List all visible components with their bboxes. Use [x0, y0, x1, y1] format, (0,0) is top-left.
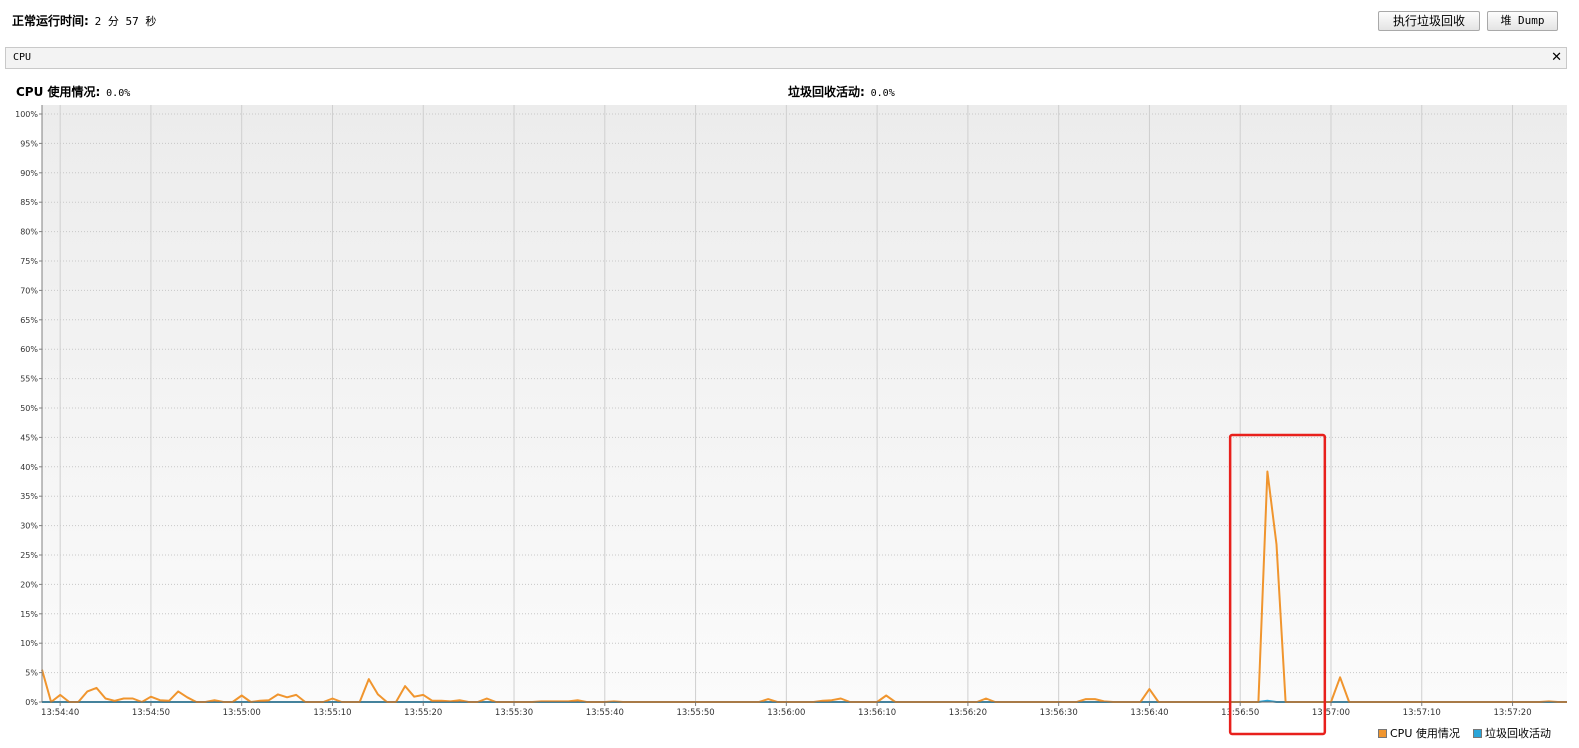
x-tick-label: 13:56:00 — [767, 708, 805, 718]
y-tick-label: 35% — [20, 492, 38, 501]
legend-cpu-swatch — [1378, 729, 1387, 738]
legend-gc-label: 垃圾回收活动 — [1485, 727, 1551, 740]
legend-gc: 垃圾回收活动 — [1473, 725, 1551, 741]
perform-gc-button[interactable]: 执行垃圾回收 — [1378, 11, 1480, 31]
y-tick-label: 15% — [20, 610, 38, 619]
y-tick-label: 100% — [15, 110, 38, 119]
cpu-panel-title: CPU — [13, 52, 32, 63]
y-tick-label: 70% — [20, 286, 38, 295]
y-tick-label: 90% — [20, 169, 38, 178]
x-tick-label: 13:55:30 — [495, 708, 533, 718]
y-tick-label: 5% — [25, 669, 38, 678]
x-tick-label: 13:56:50 — [1221, 708, 1259, 718]
y-tick-label: 20% — [20, 580, 38, 589]
close-icon[interactable]: ✕ — [1551, 50, 1562, 65]
x-tick-label: 13:54:50 — [132, 708, 170, 718]
x-tick-label: 13:56:20 — [949, 708, 987, 718]
legend-cpu-label: CPU 使用情况 — [1390, 727, 1460, 740]
cpu-usage-label: CPU 使用情况: — [16, 85, 101, 99]
y-tick-label: 25% — [20, 551, 38, 560]
gc-activity-value: 0.0% — [870, 88, 895, 99]
x-tick-label: 13:55:10 — [313, 708, 351, 718]
gc-activity-label: 垃圾回收活动: — [788, 85, 865, 99]
y-tick-label: 30% — [20, 522, 38, 531]
y-tick-label: 60% — [20, 345, 38, 354]
y-tick-label: 95% — [20, 139, 38, 148]
y-tick-label: 40% — [20, 463, 38, 472]
heap-dump-button[interactable]: 堆 Dump — [1487, 11, 1558, 31]
highlight-box — [1228, 433, 1327, 736]
uptime: 正常运行时间: 2 分 57 秒 — [12, 12, 156, 29]
uptime-value: 2 分 57 秒 — [94, 15, 157, 28]
y-tick-label: 50% — [20, 404, 38, 413]
y-tick-label: 75% — [20, 257, 38, 266]
cpu-usage-stat: CPU 使用情况: 0.0% — [16, 83, 130, 100]
plot-area — [42, 105, 1567, 702]
gc-activity-stat: 垃圾回收活动: 0.0% — [788, 83, 895, 100]
y-tick-label: 55% — [20, 375, 38, 384]
x-tick-label: 13:56:40 — [1130, 708, 1168, 718]
legend-gc-swatch — [1473, 729, 1482, 738]
x-tick-label: 13:57:00 — [1312, 708, 1350, 718]
y-tick-label: 45% — [20, 433, 38, 442]
y-tick-label: 80% — [20, 228, 38, 237]
cpu-panel-header: CPU ✕ — [5, 47, 1567, 69]
x-tick-label: 13:56:10 — [858, 708, 896, 718]
x-tick-label: 13:55:20 — [404, 708, 442, 718]
y-tick-label: 65% — [20, 316, 38, 325]
y-tick-label: 0% — [25, 698, 38, 707]
x-tick-label: 13:56:30 — [1040, 708, 1078, 718]
cpu-usage-value: 0.0% — [106, 88, 131, 99]
x-tick-label: 13:57:20 — [1493, 708, 1531, 718]
x-tick-label: 13:54:40 — [41, 708, 79, 718]
legend-cpu: CPU 使用情况 — [1378, 725, 1460, 741]
x-tick-label: 13:55:00 — [223, 708, 261, 718]
x-tick-label: 13:55:40 — [586, 708, 624, 718]
uptime-label: 正常运行时间: — [12, 14, 89, 28]
y-tick-label: 85% — [20, 198, 38, 207]
x-tick-label: 13:55:50 — [676, 708, 714, 718]
y-tick-label: 10% — [20, 639, 38, 648]
x-tick-label: 13:57:10 — [1403, 708, 1441, 718]
